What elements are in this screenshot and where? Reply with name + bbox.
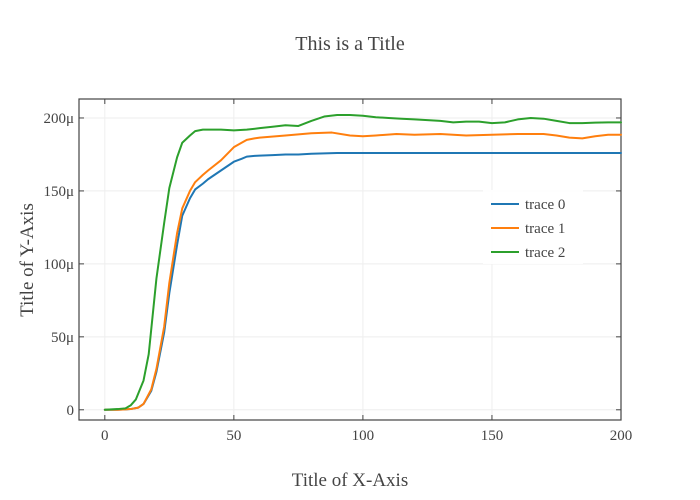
legend-label-0: trace 0 (525, 197, 565, 213)
series-layer (103, 114, 622, 411)
y-tick-label-0: 0 (67, 403, 75, 419)
series-line-1 (103, 131, 622, 411)
x-axis-title: Title of X-Axis (292, 470, 408, 491)
x-tick-label-1: 50 (226, 428, 241, 444)
x-tick-label-2: 100 (352, 428, 375, 444)
plot-frame (78, 98, 622, 421)
x-tick-label-4: 200 (610, 428, 633, 444)
tick-layer (79, 99, 622, 420)
legend-label-2: trace 2 (525, 245, 565, 261)
y-tick-label-2: 100μ (43, 257, 74, 273)
x-tick-label-3: 150 (481, 428, 504, 444)
x-tick-label-0: 0 (101, 428, 109, 444)
series-line-2 (103, 114, 622, 411)
chart-title: This is a Title (295, 33, 405, 55)
y-tick-label-1: 50μ (51, 330, 74, 346)
legend: trace 0 trace 1 trace 2 (483, 190, 583, 264)
legend-label-1: trace 1 (525, 221, 565, 237)
y-tick-label-3: 150μ (43, 184, 74, 200)
y-tick-label-4: 200μ (43, 111, 74, 127)
label-layer: 0 50 100 150 200 0 50μ 100μ 150μ 200μ (43, 111, 632, 444)
y-axis-title: Title of Y-Axis (17, 203, 38, 317)
